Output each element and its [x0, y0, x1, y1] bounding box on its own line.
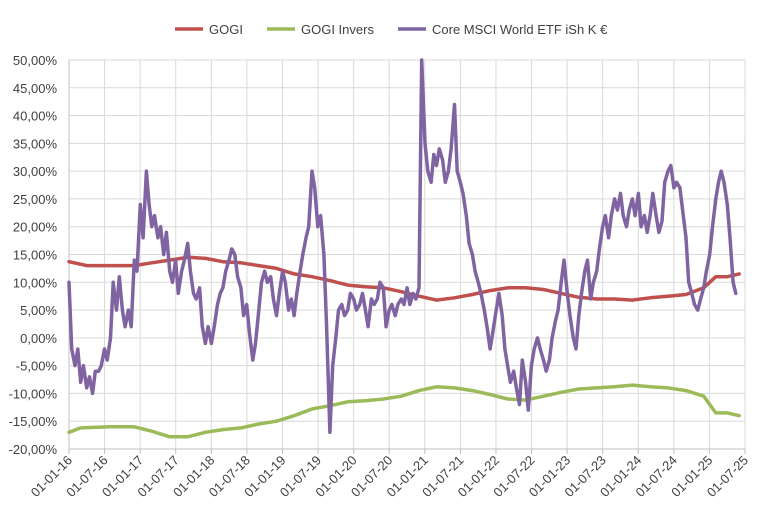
- y-tick-label: 50,00%: [13, 53, 58, 68]
- y-tick-label: 35,00%: [13, 136, 58, 151]
- y-tick-label: -15,00%: [9, 414, 58, 429]
- y-tick-label: -10,00%: [9, 386, 58, 401]
- y-tick-label: 30,00%: [13, 164, 58, 179]
- y-axis-tick-labels: 50,00% 45,00% 40,00% 35,00% 30,00% 25,00% 20,0…: [9, 53, 58, 457]
- legend-label: Core MSCI World ETF iSh K €: [432, 22, 608, 37]
- y-tick-label: 0,00%: [20, 331, 57, 346]
- series-line-1: [67, 383, 741, 439]
- y-tick-label: 40,00%: [13, 109, 58, 124]
- y-tick-label: 10,00%: [13, 275, 58, 290]
- series-lines: [67, 58, 741, 439]
- axes: [68, 60, 745, 450]
- y-tick-label: -5,00%: [16, 359, 58, 374]
- series-line-0: [67, 255, 741, 302]
- y-tick-label: 5,00%: [20, 303, 57, 318]
- x-axis-tick-labels: 01-01-1601-07-1601-01-1701-07-1701-01-18…: [28, 453, 751, 500]
- legend-label: GOGI Invers: [301, 22, 374, 37]
- y-tick-label: 20,00%: [13, 220, 58, 235]
- chart-legend: GOGI GOGI Invers Core MSCI World ETF iSh K…: [175, 22, 608, 37]
- series-line-2: [67, 58, 738, 435]
- y-tick-label: 25,00%: [13, 192, 58, 207]
- y-tick-label: 15,00%: [13, 248, 58, 263]
- legend-label: GOGI: [209, 22, 243, 37]
- y-tick-label: -20,00%: [9, 442, 58, 457]
- y-tick-label: 45,00%: [13, 81, 58, 96]
